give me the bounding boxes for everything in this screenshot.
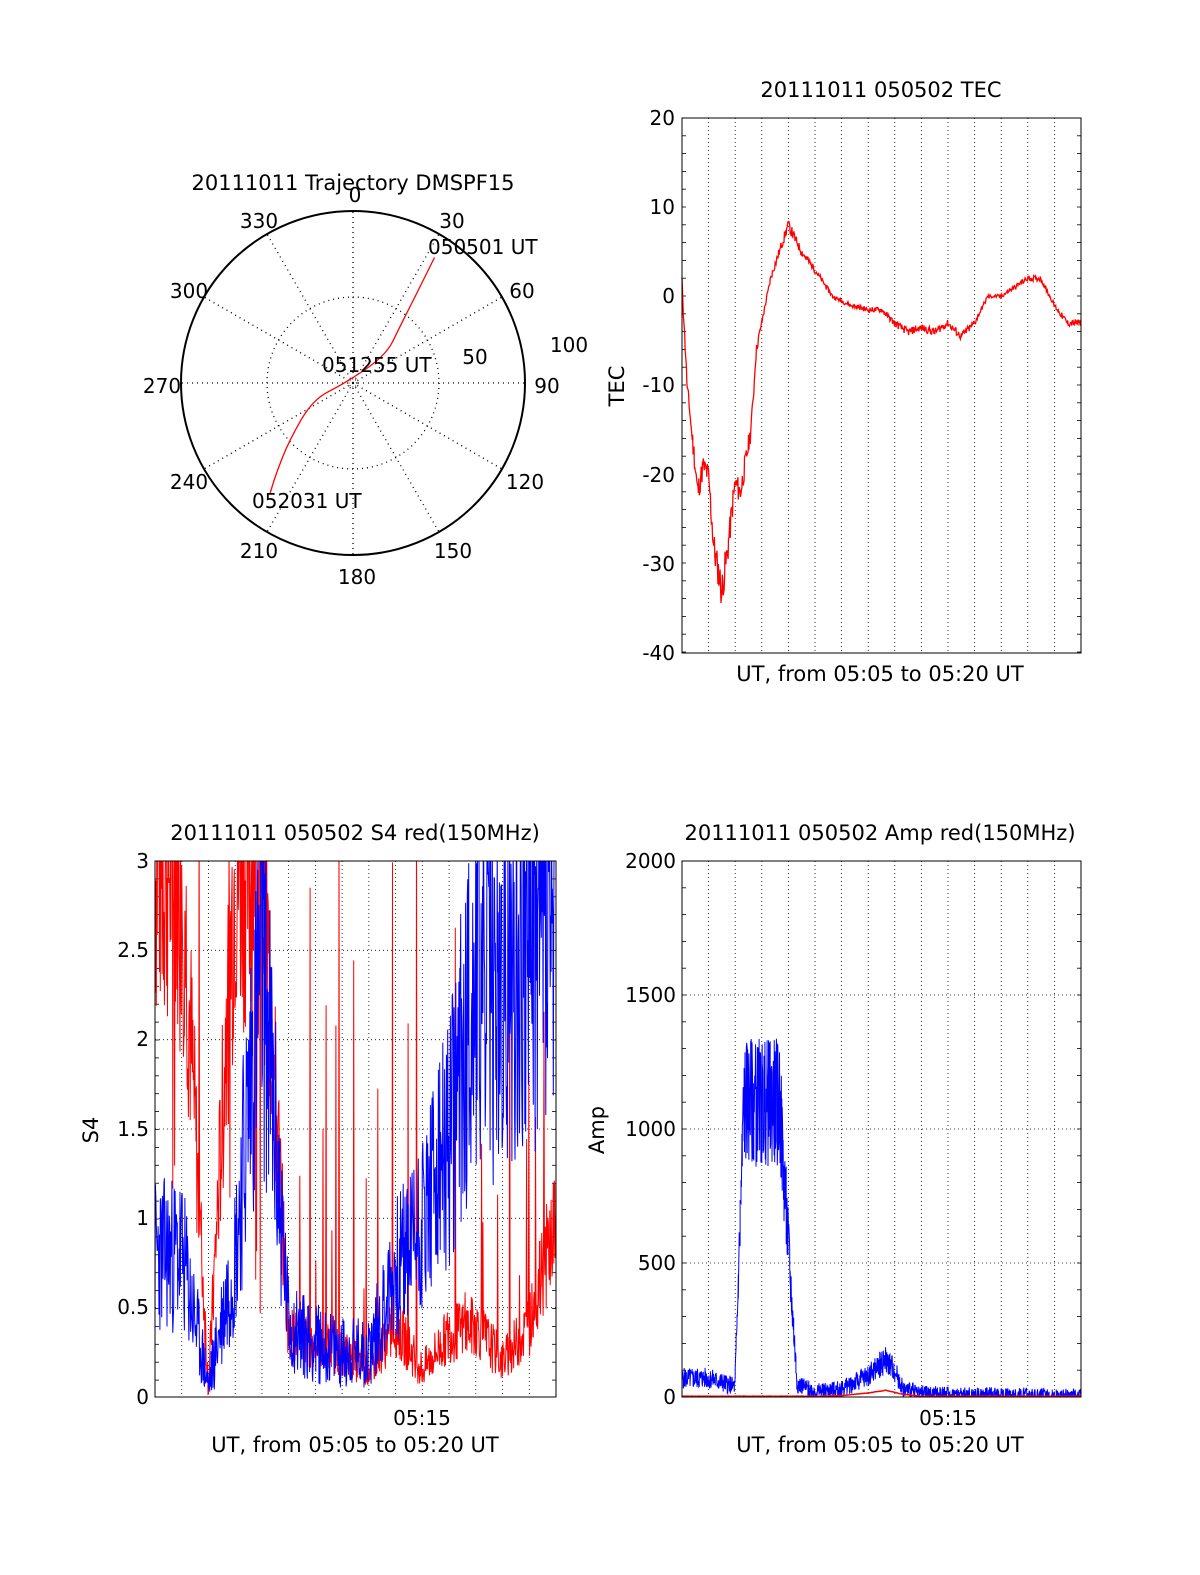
angle-label-300: 300 (170, 279, 208, 303)
tec-ytick-20: 20 (650, 106, 675, 130)
angle-label-90: 90 (534, 374, 559, 398)
angle-label-210: 210 (240, 539, 278, 563)
angle-label-150: 150 (434, 539, 472, 563)
polar-grid (181, 211, 525, 555)
polar-spoke-330 (266, 233, 354, 384)
s4-ylabel: S4 (79, 1117, 103, 1144)
angle-label-0: 0 (349, 183, 362, 207)
trajectory-annotation-start: 050501 UT (428, 235, 538, 259)
angle-label-180: 180 (338, 565, 376, 589)
angle-label-120: 120 (506, 470, 544, 494)
tec-ytick-minus20: -20 (642, 463, 675, 487)
amp-ytick-1000: 1000 (625, 1117, 676, 1141)
tec-ytick-minus40: -40 (642, 641, 675, 665)
polar-spoke-60 (352, 296, 503, 384)
amp-xtick-0515: 05:15 (919, 1406, 977, 1430)
tec-ytick-minus30: -30 (642, 552, 675, 576)
angle-label-240: 240 (170, 470, 208, 494)
tec-series-line (681, 220, 1082, 604)
trajectory-annotation-end: 052031 UT (252, 489, 362, 513)
tec-title: 20111011 050502 TEC (760, 78, 1001, 102)
polar-spoke-210 (266, 382, 354, 533)
angle-label-270: 270 (143, 374, 181, 398)
tec-ytick-0: 0 (662, 284, 675, 308)
polar-spoke-120 (352, 382, 503, 470)
amp-xlabel: UT, from 05:05 to 05:20 UT (736, 1433, 1024, 1457)
amp-ytick-2000: 2000 (625, 849, 676, 873)
s4-ytick-0-5: 0.5 (117, 1295, 149, 1319)
radius-label-50: 50 (462, 345, 487, 369)
polar-outer-circle (180, 210, 526, 556)
amp-axes-box (681, 860, 1082, 1398)
tec-ytick-10: 10 (650, 195, 675, 219)
amp-panel: 20111011 050502 Amp red(150MHz) 2000 150… (585, 821, 1082, 1457)
s4-ytick-0: 0 (136, 1385, 149, 1409)
amp-ylabel: Amp (585, 1106, 609, 1154)
polar-center (348, 378, 358, 388)
s4-ytick-1-5: 1.5 (117, 1117, 149, 1141)
radius-label-100: 100 (550, 333, 588, 357)
amp-ytick-500: 500 (638, 1251, 676, 1275)
s4-ytick-2: 2 (136, 1027, 149, 1051)
s4-title: 20111011 050502 S4 red(150MHz) (170, 821, 540, 845)
angle-label-330: 330 (240, 209, 278, 233)
tec-grid (682, 117, 1081, 653)
tec-ytick-minus10: -10 (642, 373, 675, 397)
s4-axes-box (154, 860, 557, 1398)
trajectory-panel: 20111011 Trajectory DMSPF15 0 30 60 90 1… (143, 171, 588, 589)
amp-red-series-line (682, 1389, 1081, 1397)
polar-spoke-150 (352, 382, 440, 533)
angle-label-60: 60 (509, 279, 534, 303)
amp-ytick-1500: 1500 (625, 983, 676, 1007)
s4-xlabel: UT, from 05:05 to 05:20 UT (211, 1433, 499, 1457)
s4-panel: 20111011 050502 S4 red(150MHz) 3 2.5 2 1… (79, 821, 557, 1457)
trajectory-annotation-mid: 051255 UT (322, 353, 432, 377)
polar-spoke-30 (352, 233, 440, 384)
trajectory-title: 20111011 Trajectory DMSPF15 (191, 171, 514, 195)
tec-axes-box (681, 117, 1082, 654)
trajectory-line (269, 257, 436, 494)
angle-label-30: 30 (439, 209, 464, 233)
s4-ytick-1: 1 (136, 1206, 149, 1230)
s4-grid (155, 860, 556, 1397)
polar-spoke-240 (203, 382, 354, 470)
tec-ylabel: TEC (605, 366, 629, 408)
tec-xlabel: UT, from 05:05 to 05:20 UT (736, 662, 1024, 686)
polar-spoke-300 (203, 296, 354, 384)
s4-blue-series-line (155, 861, 555, 1392)
s4-xtick-0515: 05:15 (393, 1406, 451, 1430)
amp-title: 20111011 050502 Amp red(150MHz) (684, 821, 1075, 845)
amp-ytick-0: 0 (663, 1385, 676, 1409)
s4-ytick-3: 3 (136, 849, 149, 873)
s4-ytick-2-5: 2.5 (117, 938, 149, 962)
amp-blue-series-line (682, 1038, 1081, 1397)
tec-panel: 20111011 050502 TEC 20 10 0 -10 -20 -30 … (605, 78, 1082, 686)
